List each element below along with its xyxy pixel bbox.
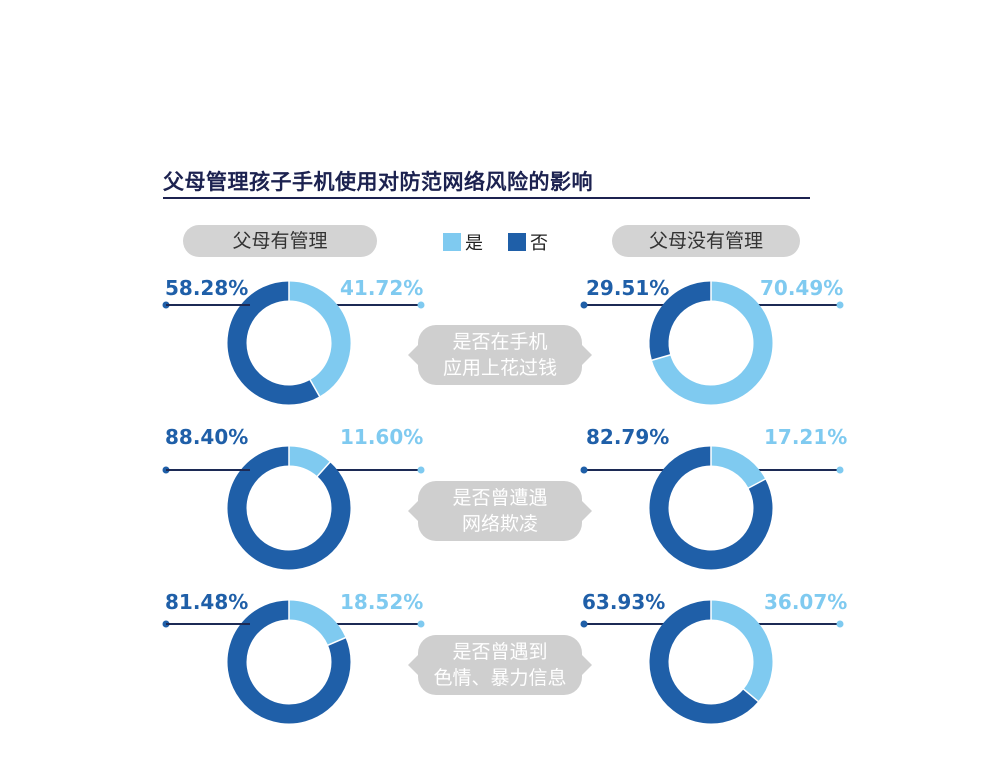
pct-r0-right-no: 29.51% (586, 276, 670, 300)
question-label-explicit-content: 是否曾遇到 色情、暴力信息 (408, 635, 592, 695)
question-line2: 网络欺凌 (461, 513, 538, 535)
donut-slice-no-r0-right (649, 281, 712, 361)
question-label-bullying: 是否曾遭遇 网络欺凌 (408, 481, 592, 541)
donut-slice-no-r1-right (649, 446, 773, 570)
leader-dot-yes-r1-left (417, 466, 425, 474)
donut-sep-end-r2-left (326, 636, 347, 647)
group-label-unmanaged: 父母没有管理 (612, 225, 800, 257)
arrow-left-icon (408, 501, 418, 521)
arrow-right-icon (582, 345, 592, 365)
pct-r0-right-yes: 70.49% (760, 276, 844, 300)
donut-sep-end-r1-left (316, 460, 332, 478)
pct-r2-right-no: 63.93% (582, 590, 666, 614)
donut-slice-yes-r0-right (651, 281, 773, 405)
arrow-right-icon (582, 501, 592, 521)
pct-r0-left-no: 58.28% (165, 276, 249, 300)
donut-sep-end-r2-right (742, 688, 760, 703)
donut-slice-yes-r1-right (710, 446, 766, 489)
donut-sep-end-r0-left (308, 378, 321, 398)
donut-slice-yes-r1-left (288, 446, 330, 477)
pct-r0-left-yes: 41.72% (340, 276, 424, 300)
legend-swatch-yes (443, 233, 461, 251)
leader-dot-yes-r0-left (417, 301, 425, 309)
question-line1: 是否在手机 (452, 331, 548, 353)
group-label-managed: 父母有管理 (183, 225, 377, 257)
arrow-right-icon (582, 655, 592, 675)
legend-item-yes: 是 (443, 232, 483, 254)
donut-slice-yes-r2-left (288, 600, 346, 646)
pct-r1-right-yes: 17.21% (764, 425, 848, 449)
pct-r2-left-yes: 18.52% (340, 590, 424, 614)
donut-slice-no-r2-left (227, 600, 351, 724)
donut-slice-yes-r2-right (710, 600, 773, 702)
question-line1: 是否曾遭遇 (452, 487, 548, 509)
donut-slice-no-r1-left (227, 446, 351, 570)
legend-label-yes: 是 (465, 233, 483, 254)
question-line2: 应用上花过钱 (442, 357, 557, 379)
pct-r1-right-no: 82.79% (586, 425, 670, 449)
title-underline (163, 197, 810, 199)
pct-r1-left-no: 88.40% (165, 425, 249, 449)
leader-dot-yes-r2-right (836, 620, 844, 628)
legend-item-no: 否 (508, 232, 548, 254)
legend-label-no: 否 (530, 233, 548, 254)
question-line1: 是否曾遇到 (452, 641, 548, 663)
donut-slice-yes-r0-left (288, 281, 351, 397)
donut-sep-end-r1-right (747, 477, 767, 490)
question-label-spending: 是否在手机 应用上花过钱 (408, 325, 592, 385)
donut-slice-no-r0-left (227, 281, 320, 405)
leader-dot-no-r0-right (580, 301, 588, 309)
leader-dot-no-r1-right (580, 466, 588, 474)
pct-r1-left-yes: 11.60% (340, 425, 424, 449)
arrow-left-icon (408, 345, 418, 365)
pct-r2-left-no: 81.48% (165, 590, 249, 614)
legend-swatch-no (508, 233, 526, 251)
leader-dot-yes-r2-left (417, 620, 425, 628)
chart-title: 父母管理孩子手机使用对防范网络风险的影响 (163, 170, 593, 194)
arrow-left-icon (408, 655, 418, 675)
donut-sep-end-r0-right (650, 353, 672, 362)
donut-slice-no-r2-right (649, 600, 759, 724)
leader-dot-yes-r0-right (836, 301, 844, 309)
leader-dot-no-r2-right (580, 620, 588, 628)
leader-dot-yes-r1-right (836, 466, 844, 474)
pct-r2-right-yes: 36.07% (764, 590, 848, 614)
question-line2: 色情、暴力信息 (433, 667, 567, 689)
